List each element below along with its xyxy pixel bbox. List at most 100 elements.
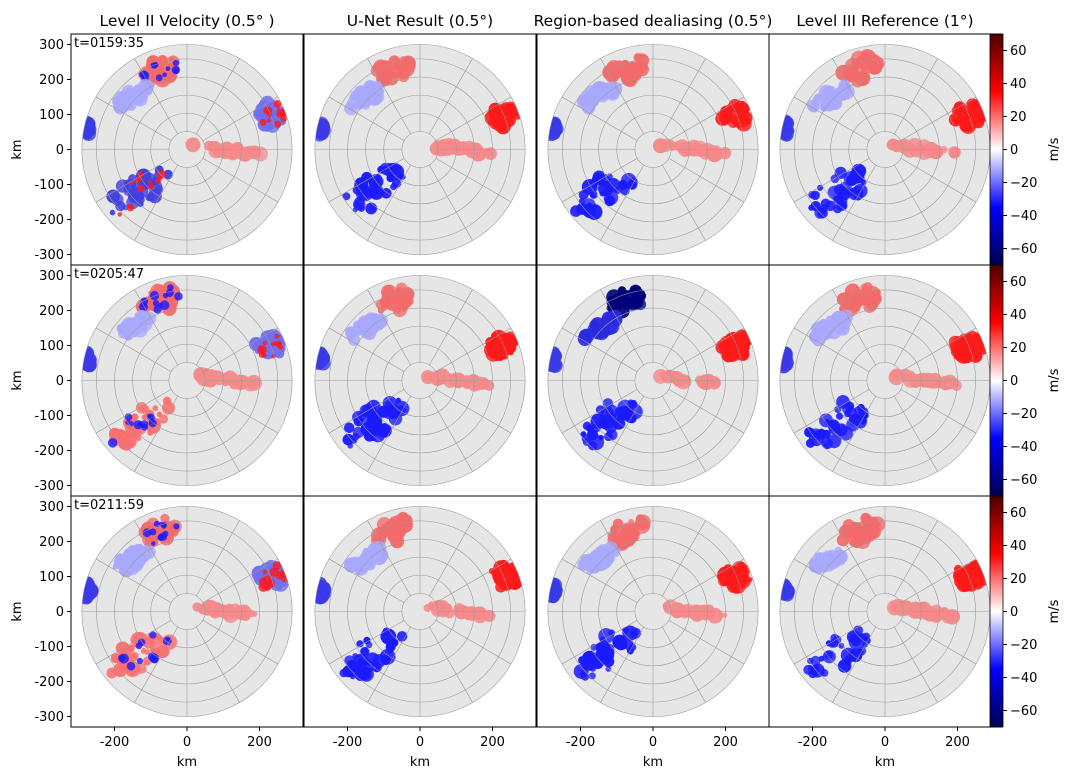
storm-cell-nne: [836, 512, 886, 549]
echo: [602, 398, 614, 409]
storm-cell-sw: [580, 398, 643, 451]
x-tick-label: -200: [333, 735, 363, 750]
echo: [501, 114, 512, 126]
echo: [485, 336, 496, 348]
echo: [736, 108, 744, 116]
alias-echo: [165, 66, 171, 71]
radial-line: [561, 388, 638, 434]
radial-line: [600, 58, 645, 135]
panel-1-1: [303, 264, 537, 497]
echo: [224, 606, 233, 615]
echo: [150, 74, 156, 80]
echo: [815, 96, 821, 103]
radial-line: [134, 58, 179, 135]
echo: [398, 292, 409, 303]
radial-line: [95, 558, 172, 604]
radial-line: [893, 395, 938, 472]
radial-line: [668, 619, 745, 665]
storm-cell-ne: [484, 329, 519, 362]
radial-line: [367, 626, 412, 703]
echo: [599, 190, 605, 197]
echo: [827, 434, 842, 449]
echo: [373, 423, 386, 437]
radial-line: [435, 96, 512, 142]
echo: [621, 290, 631, 300]
echo: [608, 297, 618, 307]
echo: [718, 146, 732, 160]
storm-cell-w: [81, 345, 97, 373]
echo: [488, 568, 496, 575]
echo: [85, 583, 94, 592]
colorbar-tick-label: 20: [1010, 110, 1027, 125]
radial-line: [668, 327, 745, 373]
radial-line: [367, 395, 412, 472]
time-label: t=0211:59: [74, 498, 144, 513]
storm-cell-nw: [577, 541, 621, 575]
colorbar-tick-label: 40: [1010, 308, 1027, 323]
radial-line: [95, 96, 172, 142]
echo: [838, 642, 845, 649]
storm-cell-ne: [716, 561, 753, 594]
echo: [210, 605, 218, 613]
radial-line: [328, 558, 405, 604]
echo: [476, 376, 490, 390]
echo: [811, 428, 821, 438]
echo: [121, 559, 129, 568]
echo: [346, 97, 356, 107]
echo: [817, 319, 831, 333]
echo: [368, 184, 385, 200]
echo: [235, 381, 244, 389]
echo: [112, 95, 126, 109]
radial-line: [661, 164, 706, 241]
radial-line: [661, 395, 706, 472]
echo: [156, 644, 170, 659]
echo: [623, 639, 634, 651]
alias-echo: [159, 300, 170, 310]
radial-line: [134, 289, 179, 366]
x-tick-label: 0: [183, 735, 191, 750]
panel-0-3: [768, 33, 1002, 266]
alias-echo: [158, 302, 163, 308]
echo: [127, 644, 135, 652]
echo: [710, 377, 720, 386]
alias-echo: [274, 333, 280, 339]
echo: [106, 667, 118, 679]
echo: [611, 547, 621, 557]
echo: [371, 662, 382, 673]
echo: [965, 106, 981, 123]
alias-echo: [136, 657, 144, 665]
echo: [395, 286, 402, 293]
echo: [808, 330, 822, 343]
echo: [161, 401, 176, 415]
column-title: Region-based dealiasing (0.5°): [534, 12, 773, 30]
storm-cells: [81, 513, 291, 679]
radial-line: [134, 626, 179, 703]
colorbar-label: m/s: [1047, 137, 1062, 161]
y-tick-label: -200: [34, 213, 64, 228]
echo: [964, 334, 974, 344]
echo: [692, 610, 702, 619]
radial-line: [367, 289, 412, 366]
storm-cell-nne: [138, 513, 182, 548]
echo: [144, 649, 151, 656]
echo: [603, 642, 612, 651]
echo: [343, 422, 355, 433]
radial-line: [600, 289, 645, 366]
radial-line: [793, 96, 870, 142]
echo: [588, 426, 595, 433]
panel-2-2: -200 0 200 km: [536, 495, 770, 770]
echo: [376, 517, 392, 532]
alias-echo: [157, 534, 164, 541]
radial-line: [900, 619, 977, 665]
colorbar-tick-label: −40: [1010, 209, 1037, 224]
echo: [348, 661, 360, 673]
echo: [160, 513, 170, 524]
echo: [160, 285, 168, 292]
echo: [115, 200, 126, 212]
echo: [817, 207, 828, 219]
echo: [862, 282, 873, 293]
storm-cell-sw: [107, 396, 176, 451]
storm-cell-w: [779, 346, 794, 374]
radial-line: [832, 164, 877, 241]
echo: [388, 163, 405, 180]
